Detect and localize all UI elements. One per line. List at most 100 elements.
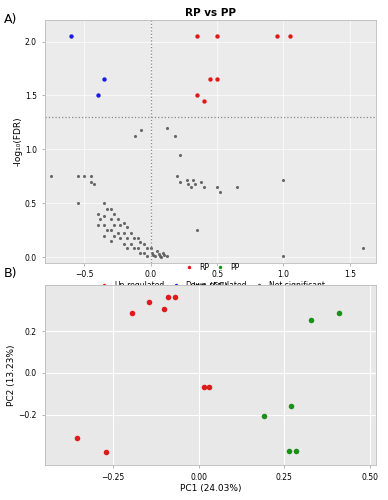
Point bbox=[128, 230, 134, 237]
Point bbox=[286, 448, 292, 456]
Point bbox=[124, 223, 130, 231]
Point bbox=[139, 126, 145, 134]
Point bbox=[95, 92, 101, 100]
Point bbox=[190, 176, 196, 184]
Point bbox=[184, 176, 190, 184]
Point bbox=[164, 124, 170, 132]
Point bbox=[161, 251, 167, 259]
Point bbox=[137, 238, 143, 246]
Point bbox=[158, 252, 165, 260]
Point bbox=[95, 210, 101, 218]
Point bbox=[201, 382, 207, 390]
Point bbox=[111, 221, 117, 229]
Point bbox=[336, 310, 342, 318]
Point bbox=[171, 292, 178, 300]
Point bbox=[154, 246, 161, 254]
Point bbox=[75, 172, 81, 180]
Point bbox=[260, 412, 267, 420]
Point bbox=[185, 180, 191, 188]
Point bbox=[287, 32, 293, 40]
Point bbox=[114, 216, 121, 224]
Point bbox=[187, 183, 194, 191]
Point bbox=[174, 172, 180, 180]
Point bbox=[191, 180, 197, 188]
Point bbox=[141, 240, 147, 248]
Point bbox=[121, 230, 127, 237]
Point bbox=[177, 150, 183, 158]
Point bbox=[111, 210, 117, 218]
Point bbox=[124, 244, 130, 252]
Point bbox=[117, 221, 123, 229]
Point bbox=[121, 240, 127, 248]
Point bbox=[75, 199, 81, 207]
Point bbox=[81, 172, 88, 180]
Point bbox=[101, 199, 107, 207]
Point bbox=[288, 402, 294, 410]
Point bbox=[159, 249, 166, 257]
Point bbox=[293, 448, 299, 456]
Point bbox=[88, 178, 94, 186]
Point bbox=[101, 221, 107, 229]
Point bbox=[206, 383, 212, 391]
Point bbox=[108, 226, 114, 234]
Point bbox=[198, 178, 204, 186]
Point bbox=[134, 234, 140, 241]
Point bbox=[124, 234, 130, 241]
Point bbox=[146, 298, 152, 306]
Y-axis label: -log₁₀(FDR): -log₁₀(FDR) bbox=[13, 116, 22, 166]
Point bbox=[149, 249, 155, 257]
Point bbox=[157, 252, 163, 260]
Point bbox=[144, 252, 150, 260]
Point bbox=[274, 32, 280, 40]
Point bbox=[128, 240, 134, 248]
Point bbox=[214, 183, 220, 191]
Point bbox=[111, 232, 117, 239]
X-axis label: PC1 (24.03%): PC1 (24.03%) bbox=[180, 484, 241, 494]
Point bbox=[165, 292, 171, 300]
Point bbox=[208, 76, 214, 84]
Point bbox=[74, 434, 80, 442]
Point bbox=[171, 132, 178, 140]
Point bbox=[101, 76, 107, 84]
Point bbox=[108, 237, 114, 245]
Point bbox=[217, 188, 223, 196]
Point bbox=[152, 252, 158, 260]
Point bbox=[164, 252, 170, 260]
Legend: RP, PP: RP, PP bbox=[178, 260, 242, 275]
Text: A): A) bbox=[4, 12, 17, 26]
Title: RP vs PP: RP vs PP bbox=[185, 8, 236, 18]
Point bbox=[150, 251, 156, 259]
Point bbox=[101, 232, 107, 239]
Point bbox=[134, 244, 140, 252]
Point bbox=[101, 212, 107, 220]
Point bbox=[148, 244, 154, 252]
Point bbox=[97, 216, 104, 224]
Point bbox=[68, 32, 74, 40]
Point bbox=[103, 448, 109, 456]
Point bbox=[130, 234, 137, 241]
Point bbox=[132, 132, 138, 140]
Point bbox=[214, 32, 220, 40]
Point bbox=[104, 226, 110, 234]
Point bbox=[91, 180, 97, 188]
Legend: Up-regulated, Down-regulated, Not significant: Up-regulated, Down-regulated, Not signif… bbox=[94, 278, 327, 292]
Point bbox=[194, 92, 200, 100]
Point bbox=[114, 230, 121, 237]
Point bbox=[201, 97, 207, 105]
Point bbox=[144, 244, 150, 252]
Point bbox=[88, 172, 94, 180]
Point bbox=[234, 183, 240, 191]
Point bbox=[177, 178, 183, 186]
Point bbox=[281, 252, 287, 260]
Point bbox=[360, 244, 366, 252]
Point bbox=[201, 183, 207, 191]
Point bbox=[130, 244, 137, 252]
X-axis label: log₂(FC): log₂(FC) bbox=[192, 282, 229, 291]
Text: B): B) bbox=[4, 268, 17, 280]
Point bbox=[48, 172, 54, 180]
Point bbox=[141, 249, 147, 257]
Point bbox=[108, 216, 114, 224]
Point bbox=[156, 250, 162, 258]
Point bbox=[104, 204, 110, 212]
Point bbox=[281, 176, 287, 184]
